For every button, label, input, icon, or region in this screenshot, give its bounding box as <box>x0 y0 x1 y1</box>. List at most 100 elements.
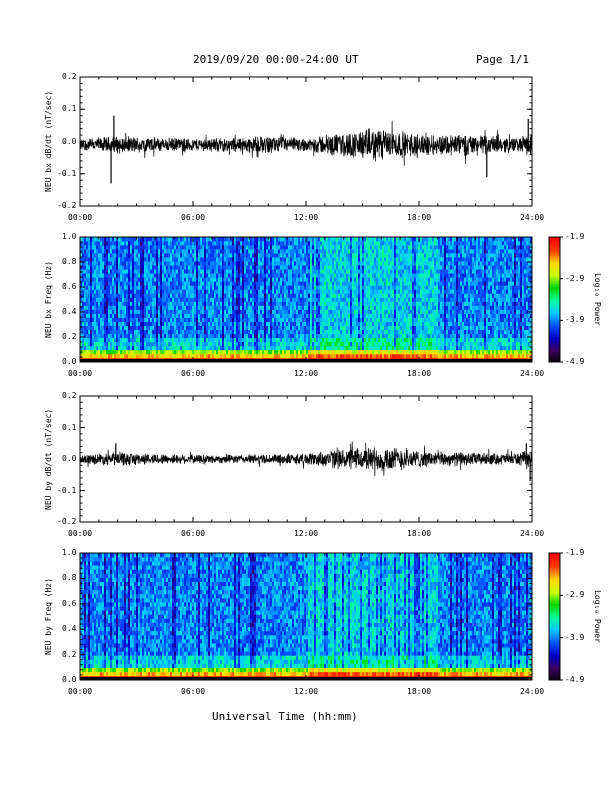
heatmap-cell <box>158 285 161 290</box>
heatmap-cell <box>94 281 97 286</box>
heatmap-cell <box>284 237 287 242</box>
heatmap-cell <box>326 237 329 242</box>
heatmap-cell <box>284 329 287 335</box>
heatmap-cell <box>156 349 159 355</box>
heatmap-cell <box>288 269 291 274</box>
heatmap-cell <box>258 245 261 250</box>
heatmap-cell <box>212 253 215 258</box>
heatmap-cell <box>164 249 167 254</box>
heatmap-cell <box>290 261 293 266</box>
heatmap-cell <box>290 329 293 335</box>
heatmap-cell <box>306 305 309 310</box>
heatmap-cell <box>92 261 95 266</box>
heatmap-cell <box>210 305 213 310</box>
heatmap-cell <box>126 305 129 310</box>
heatmap-cell <box>126 341 129 347</box>
heatmap-cell <box>266 317 269 322</box>
heatmap-cell <box>362 253 365 258</box>
heatmap-cell <box>186 349 189 355</box>
heatmap-cell <box>366 345 369 351</box>
heatmap-cell <box>142 353 145 359</box>
heatmap-cell <box>228 301 231 306</box>
heatmap-cell <box>182 277 185 282</box>
heatmap-cell <box>214 237 217 242</box>
heatmap-cell <box>226 253 229 258</box>
heatmap-cell <box>298 297 301 302</box>
heatmap-cell <box>206 301 209 306</box>
heatmap-cell <box>234 309 237 314</box>
heatmap-cell <box>170 245 173 250</box>
heatmap-cell <box>132 293 135 298</box>
heatmap-cell <box>240 281 243 286</box>
heatmap-cell <box>204 309 207 314</box>
heatmap-cell <box>278 249 281 254</box>
heatmap-cell <box>148 309 151 314</box>
heatmap-cell <box>362 277 365 282</box>
heatmap-cell <box>176 269 179 274</box>
heatmap-cell <box>178 321 181 327</box>
heatmap-cell <box>156 277 159 282</box>
heatmap-cell <box>366 309 369 314</box>
heatmap-cell <box>228 245 231 250</box>
heatmap-cell <box>100 305 103 310</box>
heatmap-cell <box>116 309 119 314</box>
heatmap-cell <box>196 281 199 286</box>
heatmap-cell <box>286 269 289 274</box>
heatmap-cell <box>304 345 307 351</box>
heatmap-cell <box>128 337 131 343</box>
heatmap-cell <box>110 325 113 331</box>
heatmap-cell <box>252 281 255 286</box>
heatmap-cell <box>258 329 261 335</box>
heatmap-cell <box>132 321 135 327</box>
heatmap-cell <box>370 317 373 322</box>
heatmap-cell <box>124 253 127 258</box>
heatmap-cell <box>322 289 325 294</box>
heatmap-cell <box>254 289 257 294</box>
heatmap-cell <box>200 273 203 278</box>
heatmap-cell <box>156 325 159 331</box>
heatmap-cell <box>108 345 111 351</box>
heatmap-cell <box>232 309 235 314</box>
heatmap-cell <box>220 253 223 258</box>
heatmap-cell <box>220 321 223 327</box>
heatmap-cell <box>102 241 105 246</box>
heatmap-cell <box>176 245 179 250</box>
heatmap-cell <box>234 301 237 306</box>
heatmap-cell <box>162 265 165 270</box>
heatmap-cell <box>158 253 161 258</box>
heatmap-cell <box>344 285 347 290</box>
heatmap-cell <box>210 337 213 343</box>
heatmap-cell <box>322 301 325 306</box>
heatmap-cell <box>382 341 385 347</box>
heatmap-cell <box>346 285 349 290</box>
heatmap-cell <box>330 297 333 302</box>
heatmap-cell <box>316 253 319 258</box>
heatmap-cell <box>308 349 311 355</box>
heatmap-cell <box>290 305 293 310</box>
heatmap-cell <box>86 277 89 282</box>
heatmap-cell <box>314 301 317 306</box>
heatmap-cell <box>392 261 395 266</box>
heatmap-cell <box>326 249 329 254</box>
heatmap-cell <box>272 345 275 351</box>
heatmap-cell <box>200 345 203 351</box>
heatmap-cell <box>258 333 261 339</box>
heatmap-cell <box>110 337 113 343</box>
heatmap-cell <box>384 321 387 327</box>
heatmap-cell <box>188 321 191 327</box>
heatmap-cell <box>314 281 317 286</box>
heatmap-cell <box>292 349 295 355</box>
heatmap-cell <box>288 345 291 351</box>
heatmap-cell <box>172 341 175 347</box>
heatmap-cell <box>368 349 371 355</box>
heatmap-cell <box>350 265 353 270</box>
heatmap-cell <box>394 329 397 335</box>
heatmap-cell <box>130 261 133 266</box>
heatmap-cell <box>118 265 121 270</box>
heatmap-cell <box>320 281 323 286</box>
heatmap-cell <box>208 285 211 290</box>
heatmap-cell <box>228 341 231 347</box>
heatmap-cell <box>372 277 375 282</box>
heatmap-cell <box>300 345 303 351</box>
heatmap-cell <box>200 325 203 331</box>
